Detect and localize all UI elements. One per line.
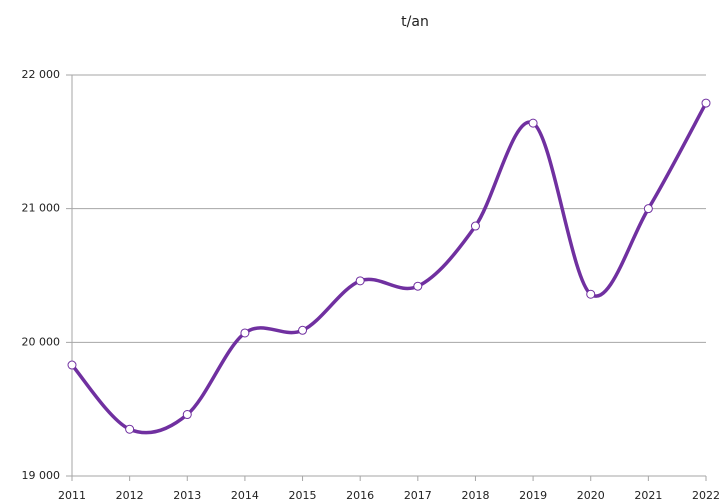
marker xyxy=(701,98,711,108)
x-tick-label: 2016 xyxy=(346,489,374,502)
marker xyxy=(182,410,192,420)
x-tick-label: 2020 xyxy=(577,489,605,502)
marker xyxy=(586,289,596,299)
x-tick-label: 2012 xyxy=(116,489,144,502)
line xyxy=(70,102,708,435)
y-tick-label: 19 000 xyxy=(22,469,61,482)
marker xyxy=(528,118,538,128)
x-tick-label: 2017 xyxy=(404,489,432,502)
x-tick-label: 2013 xyxy=(173,489,201,502)
marker xyxy=(125,424,135,434)
x-tick-label: 2019 xyxy=(519,489,547,502)
marker xyxy=(470,221,480,231)
x-tick-label: 2022 xyxy=(692,489,720,502)
marker xyxy=(355,276,365,286)
chart-title: t/an xyxy=(401,14,429,30)
marker xyxy=(413,281,423,291)
marker xyxy=(240,328,250,338)
x-tick-label: 2015 xyxy=(289,489,317,502)
x-tick-label: 2018 xyxy=(461,489,489,502)
y-tick-label: 22 000 xyxy=(22,68,61,81)
y-tick-label: 20 000 xyxy=(22,335,61,348)
x-tick-label: 2014 xyxy=(231,489,259,502)
x-tick-label: 2011 xyxy=(58,489,86,502)
marker xyxy=(67,360,77,370)
y-tick-label: 21 000 xyxy=(22,202,61,215)
x-tick-label: 2021 xyxy=(634,489,662,502)
marker xyxy=(643,204,653,214)
marker xyxy=(298,325,308,335)
